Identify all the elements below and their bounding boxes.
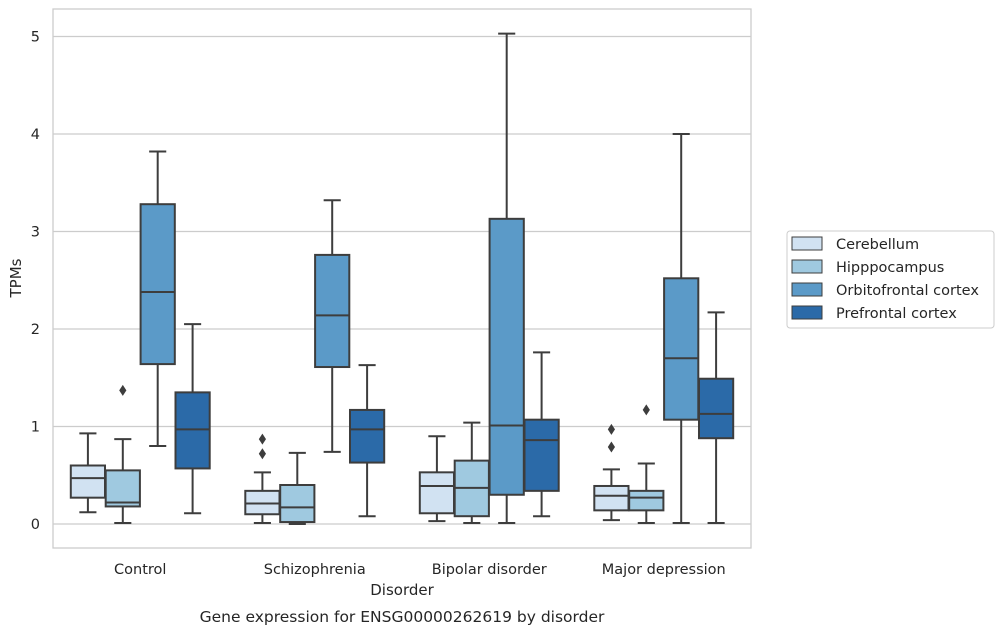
y-tick-labels: 0 1 2 3 4 5 — [31, 30, 40, 534]
box-iqr — [69, 464, 107, 499]
box-2-3 — [453, 421, 490, 525]
legend-swatch — [791, 259, 823, 274]
plot-frame — [52, 8, 752, 549]
x-tick-label-3: Bipolar disorder — [432, 562, 547, 578]
legend-swatch — [791, 282, 823, 297]
legend-label: Orbitofrontal cortex — [836, 283, 979, 299]
box-1-1 — [69, 432, 107, 514]
box-4-2 — [348, 364, 386, 518]
box-series — [69, 32, 735, 525]
box-2-2 — [279, 451, 316, 525]
y-tick-label-4: 4 — [31, 127, 40, 143]
chart-caption: Gene expression for ENSG00000262619 by d… — [200, 608, 605, 626]
y-tick-label-0: 0 — [31, 517, 40, 533]
x-tick-label-2: Schizophrenia — [264, 562, 366, 578]
box-2-1 — [104, 384, 141, 525]
legend-swatch — [791, 236, 823, 251]
legend-item-3: Orbitofrontal cortex — [791, 282, 979, 299]
legend-item-1: Cerebellum — [791, 236, 919, 253]
y-tick-label-5: 5 — [31, 30, 40, 46]
box-4-4 — [697, 311, 735, 525]
box-iqr — [523, 418, 560, 492]
box-iqr — [104, 469, 141, 508]
x-axis-label: Disorder — [370, 581, 434, 599]
outlier-1 — [119, 384, 127, 396]
box-4-3 — [523, 351, 560, 518]
legend-frame — [786, 230, 995, 329]
box-1-3 — [418, 435, 456, 523]
box-iqr — [628, 489, 665, 512]
legend-label: Prefrontal cortex — [836, 306, 957, 322]
box-3-3 — [488, 32, 525, 525]
box-1-2 — [244, 433, 281, 525]
box-iqr — [314, 253, 351, 369]
box-iqr — [488, 217, 525, 496]
outlier-1 — [258, 448, 266, 460]
legend-label: Cerebellum — [836, 237, 919, 253]
box-iqr — [348, 408, 386, 464]
box-iqr — [697, 377, 735, 440]
x-tick-labels: Control Schizophrenia Bipolar disorder Majo… — [114, 562, 726, 578]
x-tick-label-1: Control — [114, 562, 166, 578]
box-iqr — [418, 471, 456, 515]
legend-swatch — [791, 305, 823, 320]
outlier-2 — [607, 423, 615, 435]
box-3-1 — [139, 150, 176, 447]
box-iqr — [139, 203, 176, 366]
outlier-1 — [642, 404, 650, 416]
y-tick-label-2: 2 — [31, 322, 40, 338]
box-2-4 — [628, 404, 665, 525]
box-iqr — [593, 484, 630, 512]
box-3-2 — [314, 199, 351, 453]
legend: Cerebellum Hipppocampus Orbitofrontal cort… — [786, 230, 995, 329]
legend-label: Hipppocampus — [836, 260, 944, 276]
legend-item-4: Prefrontal cortex — [791, 305, 957, 322]
box-iqr — [279, 484, 316, 524]
legend-item-2: Hipppocampus — [791, 259, 944, 276]
box-1-4 — [593, 423, 630, 522]
outlier-2 — [258, 433, 266, 445]
box-iqr — [663, 277, 700, 421]
box-3-4 — [663, 133, 700, 525]
x-tick-label-4: Major depression — [602, 562, 726, 578]
y-tick-label-1: 1 — [31, 420, 40, 436]
outlier-1 — [607, 441, 615, 453]
box-4-1 — [174, 323, 211, 515]
y-tick-label-3: 3 — [31, 225, 40, 241]
y-axis-label: TPMs — [7, 258, 25, 298]
